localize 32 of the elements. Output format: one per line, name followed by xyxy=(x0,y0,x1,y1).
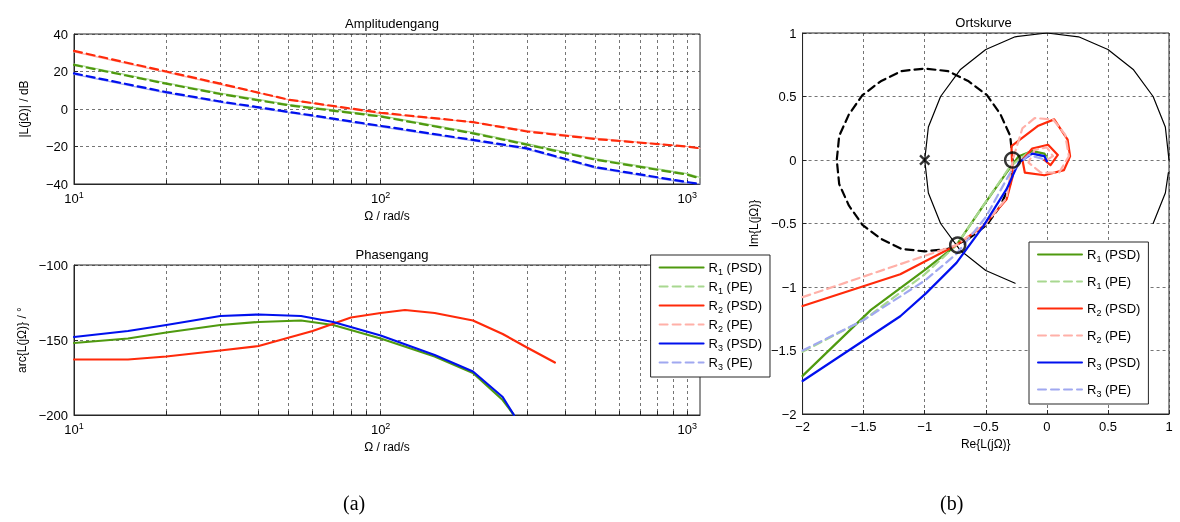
y-axis-title: Im{L(jΩ)} xyxy=(747,199,761,248)
y-tick-label: −200 xyxy=(38,407,68,423)
y-tick-label: 0.5 xyxy=(778,89,797,104)
y-tick-label: 0 xyxy=(60,101,68,117)
y-tick-label: 20 xyxy=(53,64,68,79)
y-axis-title: arc{L(jΩ)} / ° xyxy=(14,306,29,373)
x-tick-label: 0.5 xyxy=(1098,419,1117,434)
chart-title: Phasengang xyxy=(355,247,429,262)
y-axis-title: |L(jΩ)| / dB xyxy=(17,80,31,138)
x-tick-label: 1 xyxy=(1165,419,1173,434)
chart-title: Ortskurve xyxy=(955,15,1012,30)
y-tick-label: −1 xyxy=(781,279,797,295)
x-tick-label: −1.5 xyxy=(850,419,877,434)
x-axis-title: Re{L(jΩ)} xyxy=(960,437,1011,451)
x-axis-title: Ω / rad/s xyxy=(364,208,410,223)
text: (a) xyxy=(343,492,366,515)
y-tick-label: −40 xyxy=(45,176,68,192)
y-tick-label: 40 xyxy=(53,26,68,42)
y-tick-label: −2 xyxy=(781,406,797,422)
text: (b) xyxy=(940,492,964,515)
y-tick-label: −1.5 xyxy=(770,343,797,358)
y-tick-label: 1 xyxy=(789,25,797,41)
x-tick-label: 0 xyxy=(1043,419,1051,434)
y-tick-label: −150 xyxy=(38,332,68,348)
x-tick-label: −1 xyxy=(917,419,933,434)
x-axis-title: Ω / rad/s xyxy=(364,439,410,454)
y-tick-label: −0.5 xyxy=(770,216,797,231)
y-tick-label: 0 xyxy=(789,152,797,168)
y-tick-label: −100 xyxy=(38,257,68,273)
x-tick-label: −0.5 xyxy=(972,419,999,434)
chart-title: Amplitudengang xyxy=(345,16,439,31)
y-tick-label: −20 xyxy=(45,139,68,154)
